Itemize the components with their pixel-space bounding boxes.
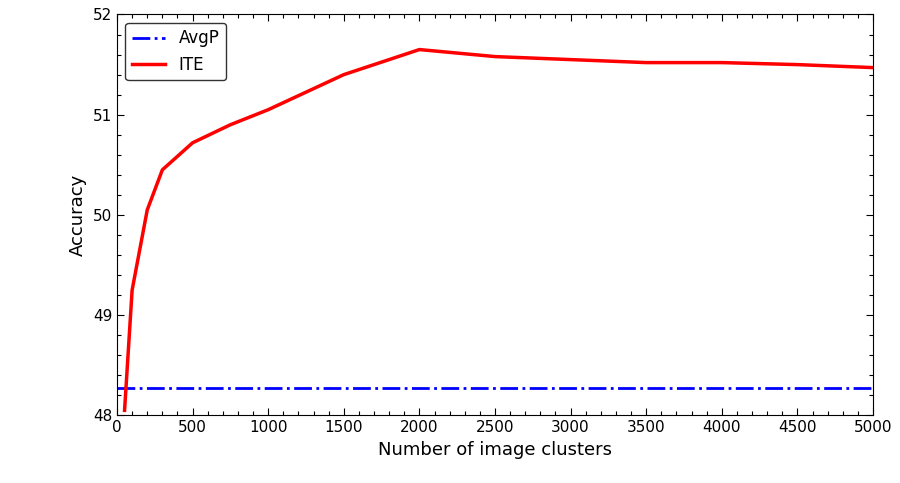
Line: ITE: ITE	[124, 50, 873, 411]
ITE	[716, 60, 727, 66]
ITE	[414, 47, 425, 53]
ITE	[565, 57, 576, 62]
ITE	[490, 54, 500, 59]
ITE	[792, 62, 803, 68]
ITE	[127, 287, 138, 293]
Y-axis label: Accuracy: Accuracy	[69, 174, 87, 256]
Legend: AvgP, ITE: AvgP, ITE	[125, 23, 226, 81]
ITE	[142, 207, 153, 213]
ITE	[225, 122, 236, 128]
ITE	[641, 60, 652, 66]
ITE	[868, 65, 878, 71]
ITE	[119, 408, 130, 413]
X-axis label: Number of image clusters: Number of image clusters	[378, 441, 612, 459]
AvgP	[112, 385, 122, 391]
AvgP	[112, 385, 122, 391]
ITE	[187, 140, 198, 146]
ITE	[263, 107, 274, 113]
ITE	[157, 167, 167, 173]
ITE	[338, 72, 349, 78]
